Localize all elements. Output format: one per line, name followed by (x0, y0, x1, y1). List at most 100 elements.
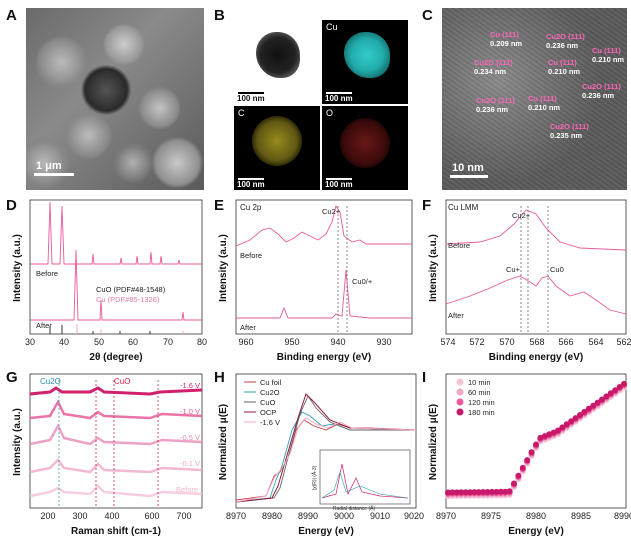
svg-text:50: 50 (94, 337, 104, 347)
data-point (585, 405, 592, 412)
svg-text:570: 570 (499, 337, 514, 347)
scale-label: 1 μm (36, 160, 62, 172)
c-map-tile: C 100 nm (234, 106, 320, 190)
cu0-label: Cu0 (550, 265, 564, 274)
panel-letter: A (6, 7, 17, 24)
before-label: Before (240, 251, 262, 260)
svg-text:60: 60 (128, 337, 138, 347)
svg-text:400: 400 (104, 511, 119, 521)
before-label: Before (448, 241, 470, 250)
xanes-chart: Cu foil Cu2O CuO OCP -1.6 V Radial dista… (218, 373, 424, 537)
data-points (445, 380, 627, 500)
x-axis-label: Energy (eV) (298, 526, 354, 537)
svg-text:566: 566 (558, 337, 573, 347)
svg-text:940: 940 (330, 337, 345, 347)
svg-text:8970: 8970 (436, 511, 456, 521)
raman-trace-4 (29, 458, 203, 474)
time-xanes-chart: 10 min 60 min 120 min 180 min 8970 8975 … (428, 373, 631, 537)
x-axis-label: Raman shift (cm-1) (71, 526, 161, 537)
y-axis-label: Intensity (a.u.) (12, 408, 23, 476)
data-point (528, 449, 535, 456)
scale-bar (34, 173, 74, 176)
panel-d: D Before After CuO (PDF#48-1548) Cu (PDF… (0, 192, 210, 368)
svg-text:568: 568 (529, 337, 544, 347)
svg-text:200: 200 (40, 511, 55, 521)
inset-x-label: Radial distance (Å) (333, 505, 376, 512)
data-point (515, 472, 522, 479)
data-point (467, 489, 473, 496)
xrd-after-trace (30, 249, 202, 321)
lattice-label: Cu (111) 0.210 nm (592, 46, 625, 64)
svg-text:40: 40 (59, 337, 69, 347)
panel-letter: F (422, 197, 432, 214)
data-point (524, 457, 531, 464)
svg-text:9010: 9010 (370, 511, 390, 521)
svg-text:960: 960 (238, 337, 253, 347)
svg-text:CuO: CuO (260, 398, 276, 407)
svg-text:-1.6 V: -1.6 V (260, 418, 280, 427)
sem-image: 1 μm (26, 8, 204, 190)
svg-text:120 min: 120 min (468, 398, 495, 407)
after-label: After (240, 323, 256, 332)
lattice-label: Cu (111) 0.210 nm (548, 58, 581, 76)
o-map-tile: O 100 nm (322, 106, 408, 190)
panel-letter: I (422, 369, 427, 386)
lattice-label: Cu (111) 0.210 nm (528, 94, 561, 112)
svg-text:600: 600 (144, 511, 159, 521)
legend: 10 min 60 min 120 min 180 min (456, 378, 495, 417)
lattice-label: Cu2O (111) 0.234 nm (474, 58, 513, 76)
svg-text:Cu foil: Cu foil (260, 378, 282, 387)
data-point (506, 488, 513, 495)
x-ticks: 30 40 50 60 70 80 (25, 337, 207, 347)
svg-text:9020: 9020 (404, 511, 424, 521)
x-ticks: 8970 8980 8990 9000 9010 9020 (226, 511, 424, 521)
hrtem-image: Cu (111) 0.209 nm Cu2O (111) 0.236 nm Cu (… (442, 8, 627, 190)
ft-exafs-inset: Radial distance (Å) |χ(R)| (Å-3) (311, 449, 411, 512)
tile-label-c: C (238, 108, 245, 118)
legend: Cu foil Cu2O CuO OCP -1.6 V (244, 378, 282, 427)
raman-trace-5 (29, 484, 203, 498)
y-axis-label: Normalized μ(E) (218, 404, 229, 480)
ref-cu-label: Cu (PDF#85-1326) (96, 295, 160, 304)
tile-label-o: O (326, 108, 334, 118)
lattice-label: Cu2O (111) 0.236 nm (476, 96, 515, 114)
xps-before-trace (235, 204, 412, 247)
x-ticks: 574 572 570 568 566 564 562 (440, 337, 631, 347)
svg-text:10 min: 10 min (468, 378, 491, 387)
panel-a: A 1 μm (0, 0, 210, 190)
svg-text:8990: 8990 (298, 511, 318, 521)
auger-chart: Cu LMM Before After Cu2+ Cu+ Cu0 574 572… (428, 199, 631, 363)
x-axis-label: Energy (eV) (508, 526, 564, 537)
potential-label: -0.1 V (180, 459, 200, 468)
raman-trace-3 (29, 423, 203, 446)
y-axis-label: Normalized μ(E) (428, 404, 439, 480)
potential-label: Before (176, 485, 198, 494)
y-axis-label: Intensity (a.u.) (218, 234, 229, 302)
panel-i: I 10 min 60 min 120 min 180 min 8970 897… (420, 368, 631, 544)
data-point (612, 387, 619, 394)
cu-map-tile: Cu 100 nm (322, 20, 408, 104)
svg-text:30: 30 (25, 337, 35, 347)
data-point (621, 380, 627, 387)
panel-e: E Cu 2p Before After Cu2+ Cu0/+ 960 950 … (210, 192, 420, 368)
data-point (533, 441, 539, 448)
panel-letter: H (214, 369, 225, 386)
panel-h: H Cu foil Cu2O CuO OCP -1.6 V Radial dis… (210, 368, 424, 544)
chart-title: Cu LMM (448, 203, 479, 212)
data-point (581, 408, 588, 415)
inset-y-label: |χ(R)| (Å-3) (311, 465, 318, 490)
y-axis-label: Intensity (a.u.) (12, 234, 23, 302)
after-label: After (36, 321, 52, 330)
cu2-label: Cu2+ (512, 211, 531, 220)
x-ticks: 8970 8975 8980 8985 8990 (436, 511, 631, 521)
x-ticks: 200 300 400 600 700 (40, 511, 191, 521)
data-point (484, 489, 491, 495)
lmm-after-trace (445, 275, 627, 315)
potential-label: -1.6 V (180, 381, 200, 390)
svg-text:8975: 8975 (481, 511, 501, 521)
data-point (563, 421, 570, 428)
data-point (568, 418, 575, 425)
scale-bar (450, 175, 488, 178)
data-point (616, 384, 623, 390)
x-axis-label: Binding energy (eV) (277, 352, 371, 363)
